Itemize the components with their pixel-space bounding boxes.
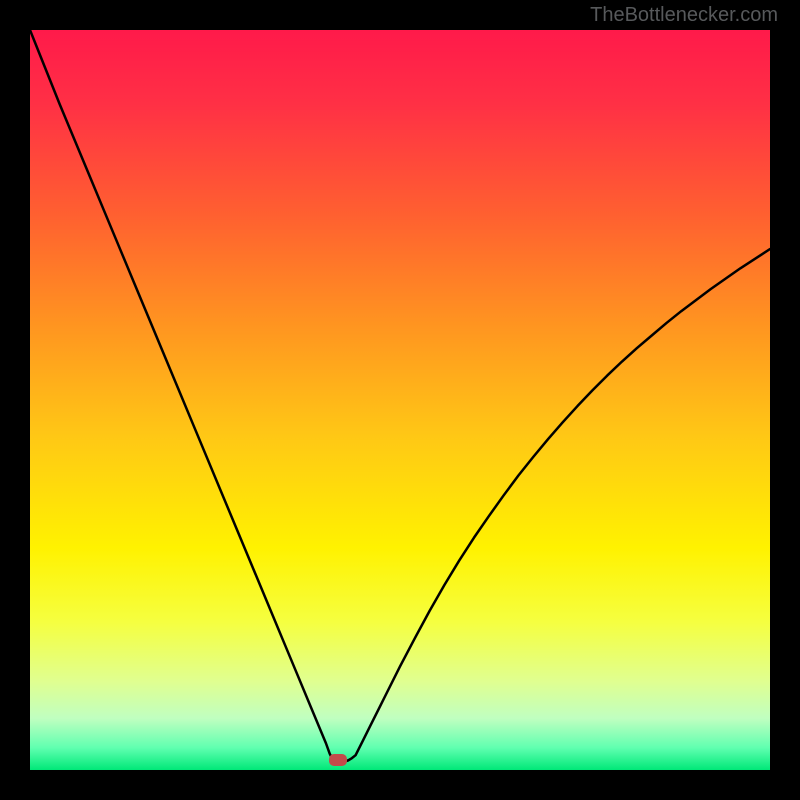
plot-area [30,30,770,770]
optimal-point-marker [329,754,347,766]
bottleneck-curve [30,30,770,770]
watermark-text: TheBottlenecker.com [590,4,778,27]
